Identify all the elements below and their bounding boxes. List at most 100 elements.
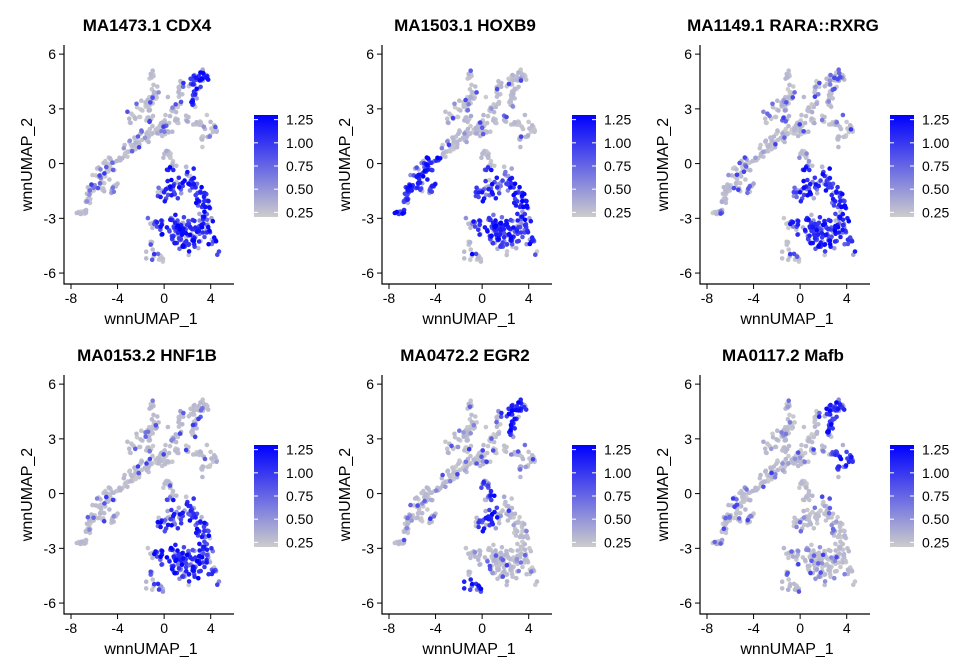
cell-point [422,498,427,504]
cell-point [769,470,774,476]
cell-point [193,530,199,536]
cell-point [493,434,499,440]
cell-point [769,446,774,452]
y-tick-label: -6 [362,265,375,281]
cell-point [190,412,196,417]
cell-point [813,512,819,517]
cell-point [512,181,518,187]
cell-point [508,565,514,571]
cell-point [806,547,811,553]
cell-point [491,542,496,548]
cell-point [719,199,725,205]
y-tick-label: -6 [680,595,693,611]
cell-point [191,175,197,181]
colorbar-label: 0.50 [286,511,313,527]
cell-point [188,76,193,82]
cell-point [205,77,211,82]
cell-point [473,125,478,131]
cell-point [161,124,166,129]
cell-point [498,513,504,519]
cell-point [819,561,825,566]
cell-point [209,546,214,551]
cell-point [799,442,804,448]
cell-point [782,139,787,145]
cell-point [477,232,482,237]
cell-point [506,81,512,87]
y-tick-label: -3 [680,540,693,556]
cell-point [159,548,165,554]
cell-point [743,177,748,182]
cell-point [184,568,189,574]
cell-point [161,190,167,195]
cell-point [775,467,781,473]
cell-point [501,235,507,240]
cell-point [504,444,509,450]
cell-point [492,493,497,499]
cell-point [133,446,138,452]
cell-point [167,443,173,449]
cell-point [811,447,816,452]
cell-point [736,187,741,193]
y-tick-label: -3 [680,210,693,226]
cell-point [807,181,813,187]
cell-point [519,193,525,198]
cell-point [795,552,801,557]
cell-point [476,520,481,525]
colorbar-label: 0.50 [286,181,313,197]
cell-point [839,204,844,210]
cell-point [737,510,743,516]
cell-point [487,563,493,569]
cell-point [126,446,132,452]
cell-point [493,553,499,558]
cell-point [819,235,825,240]
colorbar-label: 1.00 [604,465,631,481]
cell-point [197,211,202,217]
cell-point [790,554,796,559]
cell-point [173,212,178,218]
cell-point [524,528,529,534]
cell-point [196,575,201,581]
cell-point [214,459,219,465]
cell-point [472,224,478,229]
cell-point [484,450,490,456]
cell-point [826,510,832,516]
cell-point [761,439,766,445]
cell-point [814,191,820,196]
cell-point [786,398,791,404]
points-layer [74,397,222,594]
cell-point [202,539,207,544]
cell-point [822,503,827,509]
cell-point [162,518,168,523]
cell-point [498,550,504,556]
cell-point [129,111,134,116]
cell-point [519,214,525,219]
cell-point [160,589,166,594]
cell-point [840,191,845,197]
cell-point [463,97,468,103]
cell-point [504,249,510,254]
cell-point [822,252,827,258]
cell-point [494,175,500,181]
cell-point [461,249,467,254]
cell-point [201,124,207,130]
cell-point [761,109,766,115]
cell-point [520,564,525,570]
cell-point [780,131,785,136]
cell-point [504,221,510,227]
cell-point [737,160,742,166]
cell-point [743,507,748,512]
cell-point [787,420,793,425]
x-axis-label: wnnUMAP_1 [421,641,515,658]
cell-point [446,472,452,478]
cell-point [811,553,817,558]
cell-point [826,568,832,573]
cell-point [799,112,804,118]
cell-point [163,186,169,192]
cell-point [514,245,519,251]
cell-point [424,162,430,168]
cell-point [829,522,834,528]
colorbar-label: 1.25 [604,112,631,128]
cell-point [814,227,819,233]
cell-point [738,174,744,179]
cell-point [813,182,819,187]
